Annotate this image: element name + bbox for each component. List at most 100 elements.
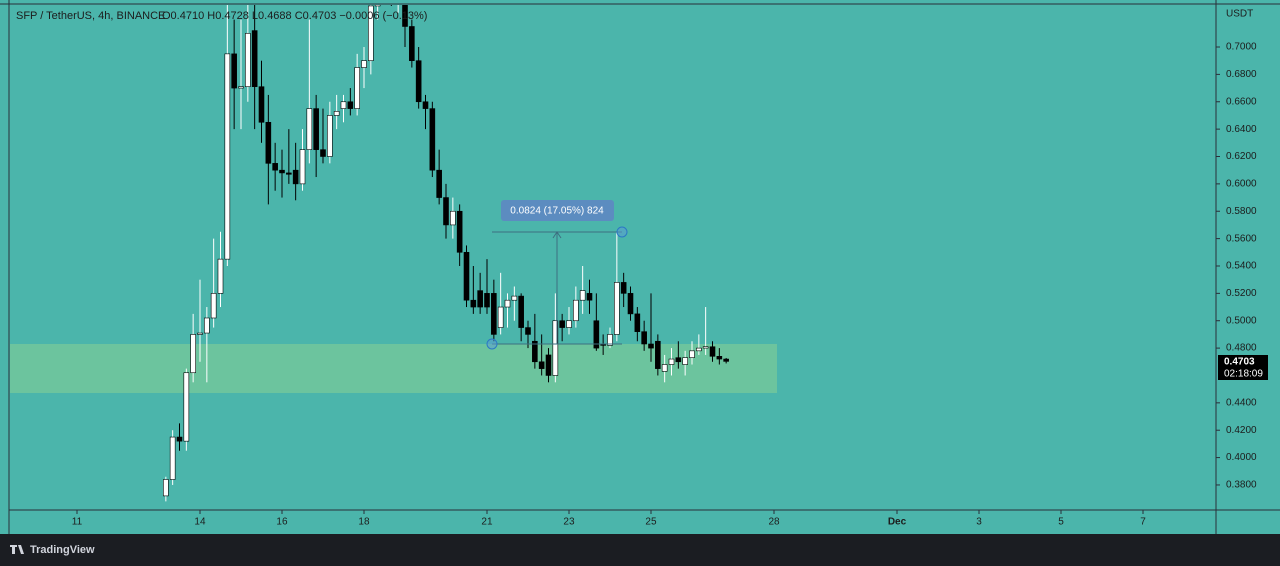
candle-body bbox=[723, 358, 729, 362]
candle-body bbox=[409, 26, 415, 62]
candle-body bbox=[552, 320, 559, 376]
candle-body bbox=[655, 340, 661, 369]
x-tick-label: 23 bbox=[563, 517, 575, 528]
candle-body bbox=[292, 169, 299, 185]
candles bbox=[163, 5, 729, 502]
candle-body bbox=[272, 163, 278, 171]
currency-label: USDT bbox=[1226, 9, 1253, 20]
candle-body bbox=[456, 210, 463, 253]
candle-body bbox=[320, 149, 326, 157]
y-tick-label: 0.4800 bbox=[1226, 343, 1257, 354]
candle-body bbox=[573, 299, 579, 322]
candle-body bbox=[641, 331, 647, 345]
candle-body bbox=[504, 299, 511, 308]
candle-body bbox=[648, 343, 654, 349]
candle-body bbox=[163, 479, 169, 497]
brand-logo bbox=[10, 545, 24, 554]
y-tick-label: 0.4200 bbox=[1226, 425, 1257, 436]
measure-label: 0.0824 (17.05%) 824 bbox=[510, 206, 604, 217]
candle-body bbox=[245, 33, 251, 88]
y-tick-label: 0.6000 bbox=[1226, 179, 1257, 190]
candle-body bbox=[354, 67, 360, 109]
candle-body bbox=[402, 5, 408, 27]
y-tick-label: 0.6600 bbox=[1226, 96, 1257, 107]
candle-body bbox=[197, 332, 203, 335]
y-tick-label: 0.4000 bbox=[1226, 452, 1257, 463]
candle-body bbox=[210, 293, 217, 319]
candle-body bbox=[204, 317, 210, 334]
candle-body bbox=[559, 320, 565, 328]
candle-body bbox=[443, 197, 449, 226]
candle-body bbox=[607, 334, 613, 346]
y-tick-label: 0.5800 bbox=[1226, 206, 1257, 217]
candle-body bbox=[614, 282, 620, 335]
candle-body bbox=[682, 357, 688, 365]
candle-body bbox=[463, 251, 470, 301]
ohlc-legend: O0.4710 H0.4728 L0.4688 C0.4703 −0.0006 … bbox=[162, 10, 427, 22]
x-tick-label: 7 bbox=[1140, 517, 1146, 528]
candle-body bbox=[299, 149, 306, 185]
background bbox=[0, 0, 1280, 534]
candle-body bbox=[183, 372, 190, 442]
measure-arrow-head bbox=[552, 231, 562, 239]
y-tick-label: 0.6200 bbox=[1226, 151, 1257, 162]
measure-handle bbox=[486, 338, 498, 350]
candle-body bbox=[566, 320, 572, 328]
last-price: 0.4703 bbox=[1224, 357, 1255, 368]
x-tick-label: 3 bbox=[976, 517, 982, 528]
candle-body bbox=[532, 340, 538, 363]
candle-body bbox=[675, 357, 682, 363]
x-tick-label: 18 bbox=[358, 517, 370, 528]
x-tick-label: Dec bbox=[888, 517, 907, 528]
candle-body bbox=[313, 108, 319, 150]
candle-body bbox=[627, 293, 634, 315]
candle-body bbox=[579, 290, 586, 301]
y-tick-label: 0.3800 bbox=[1226, 480, 1257, 491]
candle-body bbox=[545, 354, 552, 376]
candle-body bbox=[511, 295, 518, 301]
y-tick-label: 0.5600 bbox=[1226, 233, 1257, 244]
candle-body bbox=[415, 60, 422, 103]
candle-body bbox=[696, 347, 702, 352]
candle-body bbox=[484, 293, 490, 308]
candle-body bbox=[340, 101, 347, 109]
candle-body bbox=[333, 111, 340, 116]
y-tick-label: 0.4400 bbox=[1226, 397, 1257, 408]
candle-body bbox=[450, 210, 456, 226]
candle-body bbox=[224, 53, 231, 260]
x-tick-label: 16 bbox=[276, 517, 288, 528]
y-tick-label: 0.6800 bbox=[1226, 69, 1257, 80]
brand: TradingView bbox=[30, 544, 95, 556]
candle-body bbox=[525, 327, 531, 335]
zone bbox=[10, 344, 777, 393]
candle-body bbox=[265, 121, 272, 164]
candle-body bbox=[620, 282, 627, 294]
candle-body bbox=[702, 346, 709, 349]
y-tick-label: 0.5400 bbox=[1226, 261, 1257, 272]
y-tick-label: 0.7000 bbox=[1226, 42, 1257, 53]
countdown: 02:18:09 bbox=[1224, 369, 1263, 380]
candle-body bbox=[634, 313, 641, 332]
candle-body bbox=[518, 295, 524, 328]
measure-handle bbox=[616, 226, 628, 238]
candle-body bbox=[361, 60, 367, 68]
measure-box bbox=[501, 200, 614, 221]
candle-body bbox=[429, 108, 436, 171]
candle-body bbox=[176, 436, 183, 442]
chart-title: SFP / TetherUS, 4h, BINANCE bbox=[16, 10, 165, 22]
x-tick-label: 25 bbox=[645, 517, 657, 528]
candle-body bbox=[668, 358, 675, 365]
x-tick-label: 14 bbox=[194, 517, 206, 528]
candle-body bbox=[286, 172, 292, 175]
footer bbox=[0, 534, 1280, 566]
candle-body bbox=[347, 101, 354, 109]
candle-body bbox=[689, 350, 695, 358]
x-tick-label: 5 bbox=[1058, 517, 1064, 528]
candle-body bbox=[217, 258, 224, 294]
candle-body bbox=[306, 108, 313, 150]
candle-body bbox=[251, 30, 258, 88]
candle-body bbox=[327, 115, 333, 157]
candle-body bbox=[586, 293, 593, 301]
